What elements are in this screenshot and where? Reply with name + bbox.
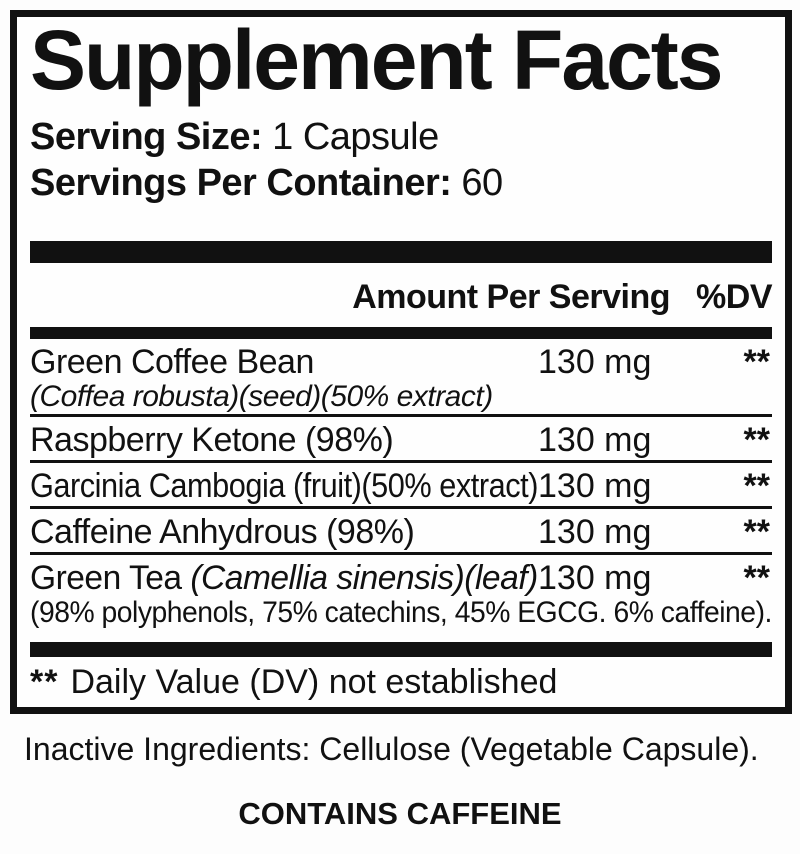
ingredient-name: Green Tea (Camellia sinensis)(leaf) xyxy=(30,559,538,597)
ingredient-amount: 130 mg xyxy=(538,421,652,459)
panel-title: Supplement Facts xyxy=(30,13,723,107)
ingredient-dv: ** xyxy=(743,467,770,505)
ingredient-rows: Green Coffee Bean 130 mg ** (Coffea robusta… xyxy=(30,339,772,632)
ingredient-amount: 130 mg xyxy=(538,559,652,597)
contains-caffeine-statement: CONTAINS CAFFEINE xyxy=(238,796,562,831)
ingredient-row: Garcinia Cambogia (fruit)(50% extract) 13… xyxy=(30,463,772,509)
ingredient-name: Raspberry Ketone (98%) xyxy=(30,421,394,459)
ingredient-amount: 130 mg xyxy=(538,467,652,505)
ingredient-amount: 130 mg xyxy=(538,513,652,551)
divider-bar-header xyxy=(30,327,772,339)
dv-footnote: ** Daily Value (DV) not established xyxy=(30,663,772,701)
dv-footnote-text: Daily Value (DV) not established xyxy=(70,663,558,701)
servings-per-container-line: Servings Per Container: 60 xyxy=(30,161,772,205)
serving-size-value: 1 Capsule xyxy=(272,116,439,158)
supplement-facts-panel: Supplement Facts Serving Size: 1 Capsule … xyxy=(10,10,792,714)
inactive-ingredients-line: Inactive Ingredients: Cellulose (Vegetab… xyxy=(0,731,800,767)
servings-per-container-value: 60 xyxy=(461,162,503,204)
dv-header: %DV xyxy=(696,278,772,316)
divider-bar-bottom xyxy=(30,642,772,657)
ingredient-dv: ** xyxy=(743,343,770,381)
ingredient-dv: ** xyxy=(743,559,770,597)
ingredient-dv: ** xyxy=(743,421,770,459)
ingredient-amount: 130 mg xyxy=(538,343,652,381)
ingredient-row: Raspberry Ketone (98%) 130 mg ** xyxy=(30,417,772,463)
serving-size-label: Serving Size: xyxy=(30,116,263,158)
ingredient-row: Green Tea (Camellia sinensis)(leaf) 130 m… xyxy=(30,555,772,632)
ingredient-detail: (98% polyphenols, 75% catechins, 45% EGC… xyxy=(30,596,772,629)
ingredient-row: Caffeine Anhydrous (98%) 130 mg ** xyxy=(30,509,772,555)
ingredient-dv: ** xyxy=(743,513,770,551)
ingredient-name: Garcinia Cambogia (fruit)(50% extract) xyxy=(30,467,538,505)
servings-per-container-label: Servings Per Container: xyxy=(30,162,452,204)
ingredient-name: Caffeine Anhydrous (98%) xyxy=(30,513,415,551)
ingredient-row: Green Coffee Bean 130 mg ** (Coffea robusta… xyxy=(30,339,772,417)
column-header-row: Amount Per Serving %DV xyxy=(30,275,772,319)
ingredient-detail: (Coffea robusta)(seed)(50% extract) xyxy=(30,380,493,413)
dv-footnote-marker: ** xyxy=(30,663,59,701)
supplement-label-page: Supplement Facts Serving Size: 1 Capsule … xyxy=(0,10,800,854)
divider-bar-top xyxy=(30,241,772,263)
amount-per-serving-header: Amount Per Serving xyxy=(352,278,671,316)
inactive-ingredients-text: Inactive Ingredients: Cellulose (Vegetab… xyxy=(24,731,759,767)
ingredient-name: Green Coffee Bean xyxy=(30,343,314,381)
serving-size-line: Serving Size: 1 Capsule xyxy=(30,115,772,159)
